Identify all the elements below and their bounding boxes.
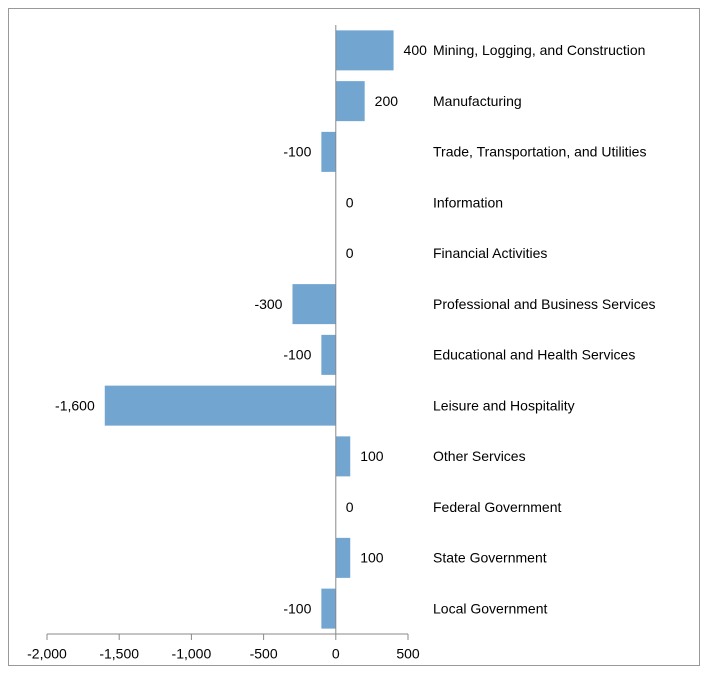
bar xyxy=(335,436,351,477)
category-label: Leisure and Hospitality xyxy=(433,397,575,413)
data-label: -100 xyxy=(283,144,311,160)
x-tick-label: -500 xyxy=(250,646,278,662)
data-label: 100 xyxy=(360,550,384,566)
category-label: State Government xyxy=(433,550,547,566)
data-label: 0 xyxy=(346,194,354,210)
x-tick-label: -2,000 xyxy=(27,646,67,662)
category-label: Information xyxy=(433,194,503,210)
bar xyxy=(335,30,394,71)
bar xyxy=(292,284,336,325)
data-label: 0 xyxy=(346,499,354,515)
data-label: 0 xyxy=(346,245,354,261)
bar xyxy=(321,588,336,629)
data-label: 100 xyxy=(360,448,384,464)
category-label: Federal Government xyxy=(433,499,562,515)
category-label: Local Government xyxy=(433,600,548,616)
data-label: -100 xyxy=(283,347,311,363)
bar xyxy=(321,131,336,172)
chart-border xyxy=(8,8,700,666)
category-label: Mining, Logging, and Construction xyxy=(433,42,645,58)
x-tick-label: 0 xyxy=(332,646,340,662)
category-label: Manufacturing xyxy=(433,93,522,109)
data-label: -100 xyxy=(283,600,311,616)
category-label: Other Services xyxy=(433,448,526,464)
bar xyxy=(335,81,365,122)
bar xyxy=(104,385,336,426)
category-label: Trade, Transportation, and Utilities xyxy=(433,144,646,160)
data-label: -300 xyxy=(254,296,282,312)
bar xyxy=(321,334,336,375)
category-label: Financial Activities xyxy=(433,245,547,261)
data-label: -1,600 xyxy=(55,397,95,413)
x-tick-label: -1,000 xyxy=(172,646,212,662)
x-tick-label: -1,500 xyxy=(99,646,139,662)
category-label: Educational and Health Services xyxy=(433,347,635,363)
x-tick-label: 500 xyxy=(396,646,420,662)
category-label: Professional and Business Services xyxy=(433,296,656,312)
data-label: 200 xyxy=(375,93,399,109)
bar xyxy=(335,537,351,578)
data-label: 400 xyxy=(404,42,428,58)
